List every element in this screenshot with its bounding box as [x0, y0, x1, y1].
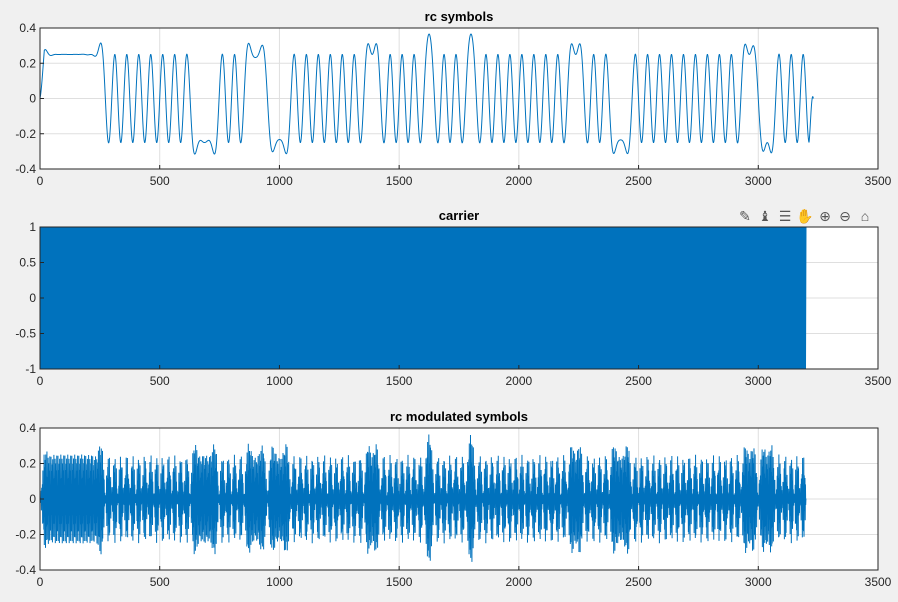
y-tick-label: 0 [29, 291, 36, 305]
axes-3: 0 500 1000 1500 2000 2500 3000 3500 -0.4 -0.2 0 0.2… [15, 409, 891, 589]
series-line [40, 227, 807, 369]
x-tick-label: 2000 [506, 575, 533, 589]
y-tick-label: -0.5 [15, 327, 36, 341]
x-tick-label: 3000 [745, 374, 772, 388]
x-tick-label: 1500 [386, 575, 413, 589]
home-icon[interactable]: ⌂ [860, 208, 870, 224]
axes-1: 0 500 1000 1500 2000 2500 3000 3500 -0.4 -0.2 0 0.2… [15, 9, 891, 188]
y-tick-label: 0 [29, 492, 36, 506]
x-tick-label: 1500 [386, 374, 413, 388]
x-tick-label: 500 [150, 374, 170, 388]
zoom-in-icon[interactable]: ⊕ [819, 208, 831, 224]
chart-title: rc symbols [425, 9, 494, 24]
x-tick-label: 0 [37, 174, 44, 188]
zoom-out-icon[interactable]: ⊖ [839, 208, 851, 224]
brush-icon[interactable]: ✎ [739, 208, 751, 224]
axes-toolbar: ✎ ♝ ☰ ✋ ⊕ ⊖ ⌂ [736, 205, 874, 227]
x-tick-label: 2000 [506, 374, 533, 388]
y-tick-label: 1 [29, 220, 36, 234]
y-tick-label: -0.2 [15, 528, 36, 542]
chart-title: rc modulated symbols [390, 409, 528, 424]
x-tick-label: 2000 [506, 174, 533, 188]
y-tick-label: -0.2 [15, 127, 36, 141]
x-tick-label: 500 [150, 575, 170, 589]
x-tick-label: 3000 [745, 174, 772, 188]
x-tick-label: 1500 [386, 174, 413, 188]
series-line [40, 33, 814, 155]
x-tick-label: 2500 [625, 374, 652, 388]
y-tick-label: 0 [29, 92, 36, 106]
y-tick-label: 0.4 [19, 421, 36, 435]
data-cursor-icon[interactable]: ♝ [758, 208, 772, 224]
x-tick-label: 3500 [865, 374, 892, 388]
x-tick-label: 3500 [865, 174, 892, 188]
y-tick-label: 0.2 [19, 56, 36, 70]
y-tick-label: -0.4 [15, 162, 36, 176]
chart-title: carrier [439, 208, 479, 223]
x-tick-label: 1000 [266, 174, 293, 188]
pan-hand-icon[interactable]: ✋ [796, 208, 814, 224]
y-tick-label: -1 [25, 362, 36, 376]
x-tick-label: 3500 [865, 575, 892, 589]
y-tick-label: 0.2 [19, 457, 36, 471]
x-tick-label: 500 [150, 174, 170, 188]
x-tick-label: 1000 [266, 374, 293, 388]
x-tick-label: 2500 [625, 174, 652, 188]
y-tick-label: -0.4 [15, 563, 36, 577]
legend-icon[interactable]: ☰ [778, 208, 792, 224]
y-tick-label: 0.5 [19, 256, 36, 270]
x-tick-label: 0 [37, 575, 44, 589]
x-tick-label: 0 [37, 374, 44, 388]
x-tick-label: 2500 [625, 575, 652, 589]
x-tick-label: 3000 [745, 575, 772, 589]
y-tick-label: 0.4 [19, 21, 36, 35]
x-tick-label: 1000 [266, 575, 293, 589]
axes-2: 0 500 1000 1500 2000 2500 3000 3500 -1 -0.5 0 0.5 1 c… [15, 208, 891, 388]
series-line [40, 434, 807, 562]
